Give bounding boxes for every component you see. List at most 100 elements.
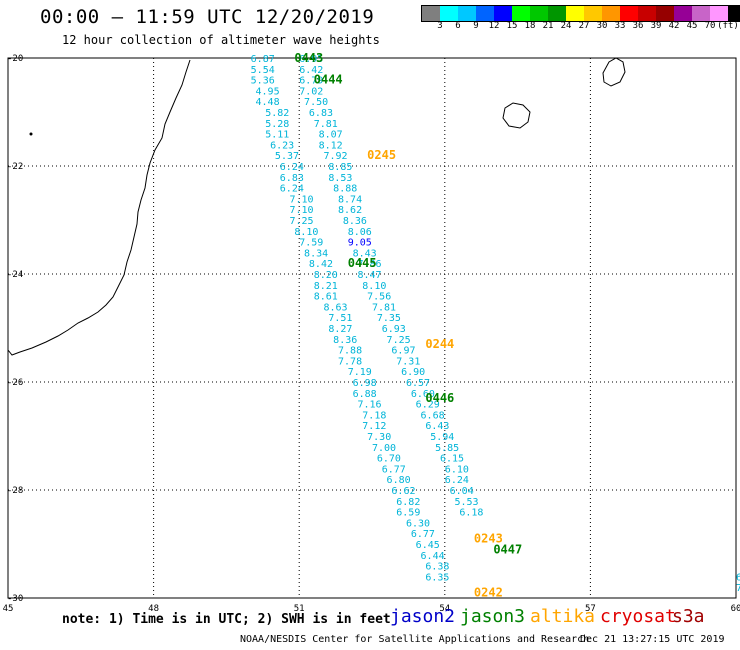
lat-tick-label: -26	[7, 378, 23, 388]
pass-label: 0446	[425, 391, 454, 405]
color-bar-label: 27	[578, 21, 590, 31]
swh-value: 6.18	[459, 508, 483, 519]
color-bar-label: (ft)	[717, 21, 739, 31]
legend-altika: altika	[530, 606, 596, 627]
swh-value: 6.95	[299, 54, 323, 65]
swh-value: 7.30	[367, 432, 391, 443]
map-frame	[7, 57, 737, 599]
color-bar-label: 6	[455, 21, 461, 31]
swh-value: 7.86	[357, 259, 381, 270]
swh-value: 7.56	[367, 292, 391, 303]
swh-value: 7.51	[328, 313, 352, 324]
swh-value: 7.00	[372, 443, 396, 454]
swh-value: 6.83	[280, 173, 304, 184]
swh-value: 6.68	[421, 410, 445, 421]
lon-tick-label: 57	[585, 604, 596, 614]
swh-value: 5.53	[455, 497, 479, 508]
swh-value: 8.88	[333, 184, 357, 195]
swh-value: 8.07	[319, 130, 343, 141]
swh-value: 6.42	[299, 65, 323, 76]
pass-label: 0443	[294, 51, 323, 65]
swh-value: 6.44	[421, 551, 445, 562]
color-bar	[421, 5, 740, 22]
lat-tick-label: -30	[7, 594, 23, 604]
swh-value: 6.23	[270, 140, 294, 151]
pass-label: 0245	[367, 148, 396, 162]
color-swatch	[692, 6, 710, 21]
color-swatch	[656, 6, 674, 21]
pass-label: 0244	[425, 337, 454, 351]
swh-value: 5.85	[435, 443, 459, 454]
swh-value: 7.78	[338, 356, 362, 367]
pass-label: 0444	[314, 73, 343, 87]
swh-value: 7.31	[396, 356, 420, 367]
swh-value: 6.45	[416, 540, 440, 551]
pass-label: 0243	[474, 532, 503, 546]
note-text: note: 1) Time is in UTC; 2) SWH is in fe…	[62, 612, 391, 627]
swh-value: 8.42	[309, 259, 333, 270]
lon-tick-label: 51	[294, 604, 305, 614]
color-bar-label: 30	[596, 21, 608, 31]
swh-value: 6.38	[425, 562, 449, 573]
swh-value: 5.37	[275, 151, 299, 162]
swh-value: 8.63	[323, 302, 347, 313]
footer-timestamp: Dec 21 13:27:15 UTC 2019	[580, 634, 725, 645]
swh-value: 5.54	[251, 65, 275, 76]
swh-value: 7	[736, 583, 740, 594]
lat-tick-label: -24	[7, 270, 23, 280]
swh-value: 7.10	[289, 205, 313, 216]
lon-tick-label: 45	[3, 604, 14, 614]
swh-value: 9.05	[348, 238, 372, 249]
color-swatch	[458, 6, 476, 21]
pass-label: 0445	[348, 256, 377, 270]
swh-value: 6.15	[440, 454, 464, 465]
swh-value: 6.80	[387, 475, 411, 486]
swh-value: 6.77	[382, 464, 406, 475]
swh-value: 6.59	[396, 508, 420, 519]
pass-label: 0242	[474, 586, 503, 600]
swh-value: 7.81	[372, 302, 396, 313]
color-bar-label: 15	[506, 21, 518, 31]
legend-cryosat: cryosat	[600, 606, 676, 627]
color-swatch	[602, 6, 620, 21]
swh-value: 8.36	[343, 216, 367, 227]
color-bar-label: 3	[437, 21, 443, 31]
color-bar-label: 36	[632, 21, 644, 31]
swh-value: 6.97	[391, 346, 415, 357]
swh-value: 6.10	[445, 464, 469, 475]
color-swatch	[710, 6, 728, 21]
swh-value: 4.95	[256, 86, 280, 97]
swh-value: 6.77	[411, 529, 435, 540]
swh-value: 8.27	[328, 324, 352, 335]
swh-value: 7.02	[299, 86, 323, 97]
swh-value: 7.12	[362, 421, 386, 432]
swh-value: 8.47	[357, 270, 381, 281]
swh-value: 6.60	[411, 389, 435, 400]
color-bar-label: 70	[704, 21, 716, 31]
swh-value: 6.30	[406, 518, 430, 529]
swh-value: 5.11	[265, 130, 289, 141]
swh-value: 7.35	[377, 313, 401, 324]
swh-value: 6.24	[445, 475, 469, 486]
swh-value: 6.43	[425, 421, 449, 432]
swh-value: 6.93	[382, 324, 406, 335]
swh-value: 8.53	[328, 173, 352, 184]
swh-value: 8.10	[362, 281, 386, 292]
color-swatch	[638, 6, 656, 21]
swh-value: 6	[736, 572, 740, 583]
swh-value: 8.06	[348, 227, 372, 238]
swh-value: 7.25	[387, 335, 411, 346]
color-swatch	[566, 6, 584, 21]
swh-value: 7.16	[357, 400, 381, 411]
color-swatch	[548, 6, 566, 21]
swh-value: 7.19	[348, 367, 372, 378]
color-swatch	[476, 6, 494, 21]
lon-tick-label: 60	[731, 604, 740, 614]
swh-value: 8.62	[338, 205, 362, 216]
color-bar-label: 39	[650, 21, 662, 31]
swh-value: 5.82	[265, 108, 289, 119]
swh-value: 8.85	[328, 162, 352, 173]
swh-value: 6.35	[425, 572, 449, 583]
color-swatch	[728, 6, 740, 21]
